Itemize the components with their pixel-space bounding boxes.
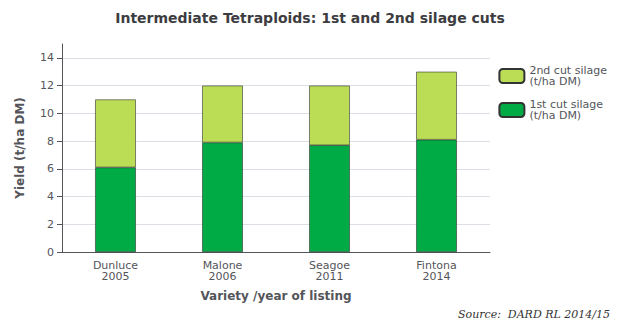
- svg-text:2: 2: [47, 218, 54, 231]
- svg-text:8: 8: [47, 135, 54, 148]
- svg-text:Intermediate Tetraploids: 1st: Intermediate Tetraploids: 1st and 2nd si…: [115, 10, 505, 26]
- svg-text:4: 4: [47, 190, 54, 203]
- svg-text:2nd cut silage: 2nd cut silage: [529, 64, 607, 77]
- svg-text:10: 10: [40, 107, 54, 120]
- svg-text:Source: DARD RL 2014/15: Source: DARD RL 2014/15: [458, 308, 610, 321]
- svg-text:(t/ha DM): (t/ha DM): [529, 75, 581, 88]
- svg-text:Dunluce: Dunluce: [92, 259, 139, 272]
- svg-text:Fintona: Fintona: [416, 259, 457, 272]
- svg-text:Variety /year of listing: Variety /year of listing: [200, 289, 351, 303]
- svg-text:Malone: Malone: [202, 259, 243, 272]
- svg-text:(t/ha DM): (t/ha DM): [529, 109, 581, 122]
- svg-text:2014: 2014: [423, 270, 451, 283]
- svg-text:2005: 2005: [102, 270, 130, 283]
- svg-text:2006: 2006: [209, 270, 237, 283]
- svg-text:Yield (t/ha DM): Yield (t/ha DM): [13, 97, 27, 200]
- svg-text:1st cut silage: 1st cut silage: [529, 98, 604, 111]
- svg-text:2011: 2011: [316, 270, 344, 283]
- svg-text:6: 6: [47, 162, 54, 175]
- svg-text:0: 0: [47, 246, 54, 259]
- svg-text:12: 12: [40, 79, 54, 92]
- svg-text:14: 14: [40, 51, 54, 64]
- svg-text:Seagoe: Seagoe: [309, 259, 350, 272]
